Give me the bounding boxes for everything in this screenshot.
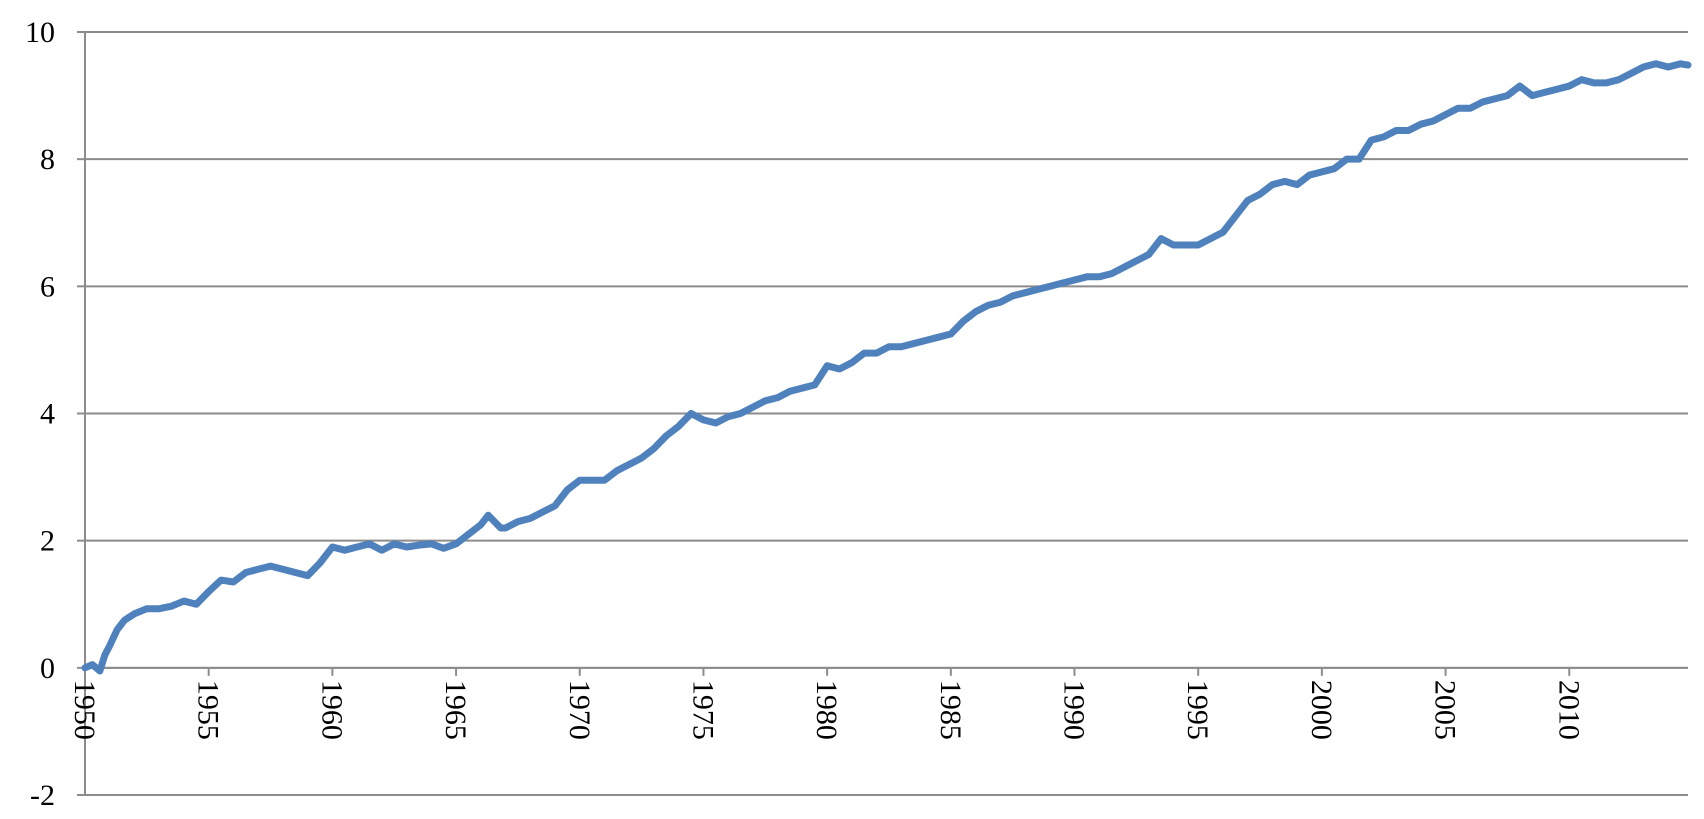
- x-tick-label: 1985: [934, 680, 967, 740]
- y-tick-label: 10: [25, 16, 55, 49]
- x-tick-label: 1960: [315, 680, 348, 740]
- y-tick-label: 6: [40, 270, 55, 303]
- x-tick-label: 1990: [1058, 680, 1091, 740]
- y-tick-label: 0: [40, 652, 55, 685]
- y-tick-label: 2: [40, 525, 55, 558]
- x-tick-label: 2010: [1552, 680, 1585, 740]
- x-tick-label: 1955: [192, 680, 225, 740]
- y-tick-label: 8: [40, 143, 55, 176]
- x-tick-label: 1970: [563, 680, 596, 740]
- x-tick-label: 1975: [686, 680, 719, 740]
- y-tick-label: -2: [30, 779, 55, 812]
- y-tick-label: 4: [40, 398, 55, 431]
- x-tick-label: 1950: [68, 680, 101, 740]
- x-tick-label: 1965: [439, 680, 472, 740]
- data-line: [81, 60, 1692, 675]
- x-tick-label: 2005: [1429, 680, 1462, 740]
- x-tick-label: 2000: [1305, 680, 1338, 740]
- x-tick-label: 1995: [1181, 680, 1214, 740]
- x-tick-label: 1980: [810, 680, 843, 740]
